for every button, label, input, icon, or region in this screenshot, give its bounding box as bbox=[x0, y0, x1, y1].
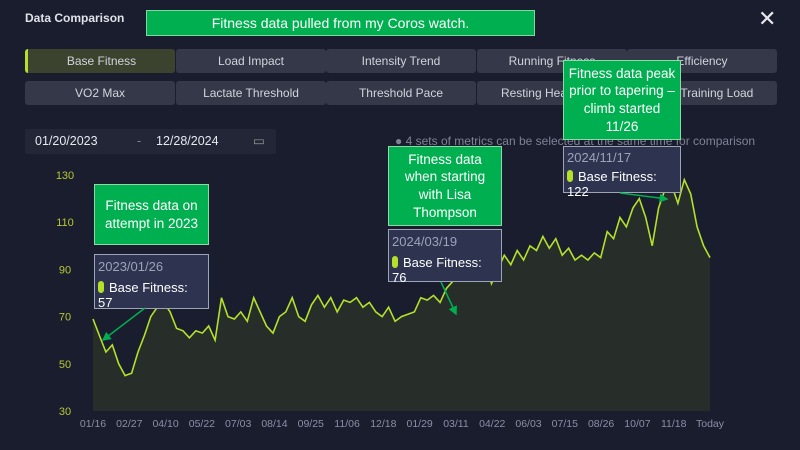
x-tick-label: 01/29 bbox=[407, 418, 433, 430]
end-date[interactable]: 12/28/2024 bbox=[156, 134, 219, 148]
x-tick-label: 11/06 bbox=[334, 418, 360, 430]
area-fill bbox=[93, 179, 710, 411]
metric-button-lactate-threshold[interactable]: Lactate Threshold bbox=[176, 81, 326, 105]
x-tick-label: 07/03 bbox=[225, 418, 251, 430]
metric-button-load-impact[interactable]: Load Impact bbox=[176, 49, 326, 73]
x-tick-label: 09/25 bbox=[298, 418, 324, 430]
y-tick-label: 110 bbox=[56, 217, 74, 229]
arrow-2024-03 bbox=[440, 281, 457, 316]
tooltip-2024-03: 2024/03/19 Base Fitness: 76 bbox=[388, 229, 502, 285]
x-tick-label: 04/10 bbox=[152, 418, 178, 430]
annotation-note-lisa: Fitness data when starting with Lisa Tho… bbox=[388, 146, 502, 226]
x-tick-label: 12/18 bbox=[370, 418, 396, 430]
x-tick-label: 02/27 bbox=[116, 418, 142, 430]
metric-button-threshold-pace[interactable]: Threshold Pace bbox=[326, 81, 476, 105]
dialog-title: Data Comparison bbox=[25, 11, 125, 25]
x-tick-label: 11/18 bbox=[661, 418, 687, 430]
annotation-note-2023: Fitness data on attempt in 2023 bbox=[94, 184, 209, 245]
metric-button-intensity-trend[interactable]: Intensity Trend bbox=[326, 49, 476, 73]
x-tick-label: 07/15 bbox=[552, 418, 578, 430]
x-tick-label: 05/22 bbox=[189, 418, 215, 430]
calendar-icon[interactable]: ▭ bbox=[253, 134, 265, 148]
y-tick-label: 70 bbox=[59, 312, 71, 324]
x-tick-label: 06/03 bbox=[515, 418, 541, 430]
x-tick-label: 08/26 bbox=[588, 418, 614, 430]
tooltip-value: Base Fitness: 122 bbox=[567, 169, 657, 199]
metric-button-vo2-max[interactable]: VO2 Max bbox=[25, 81, 175, 105]
series-swatch bbox=[392, 256, 398, 268]
x-tick-label: 08/14 bbox=[261, 418, 287, 430]
tooltip-date: 2023/01/26 bbox=[98, 259, 164, 274]
close-icon[interactable]: ✕ bbox=[758, 6, 777, 31]
annotation-banner: Fitness data pulled from my Coros watch. bbox=[146, 10, 535, 36]
x-tick-label: 04/22 bbox=[479, 418, 505, 430]
y-tick-label: 90 bbox=[59, 264, 71, 276]
series-swatch bbox=[98, 281, 104, 293]
x-tick-label: Today bbox=[696, 418, 725, 430]
metric-button-base-fitness[interactable]: Base Fitness bbox=[25, 49, 175, 73]
y-tick-label: 130 bbox=[56, 170, 74, 182]
info-icon: ● bbox=[395, 134, 403, 148]
x-tick-label: 03/11 bbox=[443, 418, 469, 430]
date-separator: - bbox=[137, 134, 142, 148]
tooltip-value: Base Fitness: 76 bbox=[392, 255, 482, 285]
tooltip-value: Base Fitness: 57 bbox=[98, 280, 188, 310]
tooltip-date: 2024/03/19 bbox=[392, 234, 458, 249]
tooltip-2024-11: 2024/11/17 Base Fitness: 122 bbox=[563, 146, 681, 199]
start-date[interactable]: 01/20/2023 bbox=[35, 134, 98, 148]
x-tick-label: 01/16 bbox=[80, 418, 106, 430]
base-fitness-line bbox=[92, 177, 711, 377]
tooltip-date: 2024/11/17 bbox=[567, 150, 632, 165]
arrow-2023 bbox=[101, 307, 146, 341]
annotation-note-peak: Fitness data peak prior to tapering – cl… bbox=[563, 60, 681, 140]
x-tick-label: 10/07 bbox=[624, 418, 650, 430]
date-range-picker[interactable]: 01/20/2023 - 12/28/2024 ▭ bbox=[25, 129, 276, 154]
arrow-2024-11 bbox=[619, 192, 669, 203]
y-tick-label: 50 bbox=[59, 359, 71, 371]
y-tick-label: 30 bbox=[59, 406, 71, 418]
series-swatch bbox=[567, 170, 573, 182]
tooltip-2023: 2023/01/26 Base Fitness: 57 bbox=[94, 254, 209, 310]
